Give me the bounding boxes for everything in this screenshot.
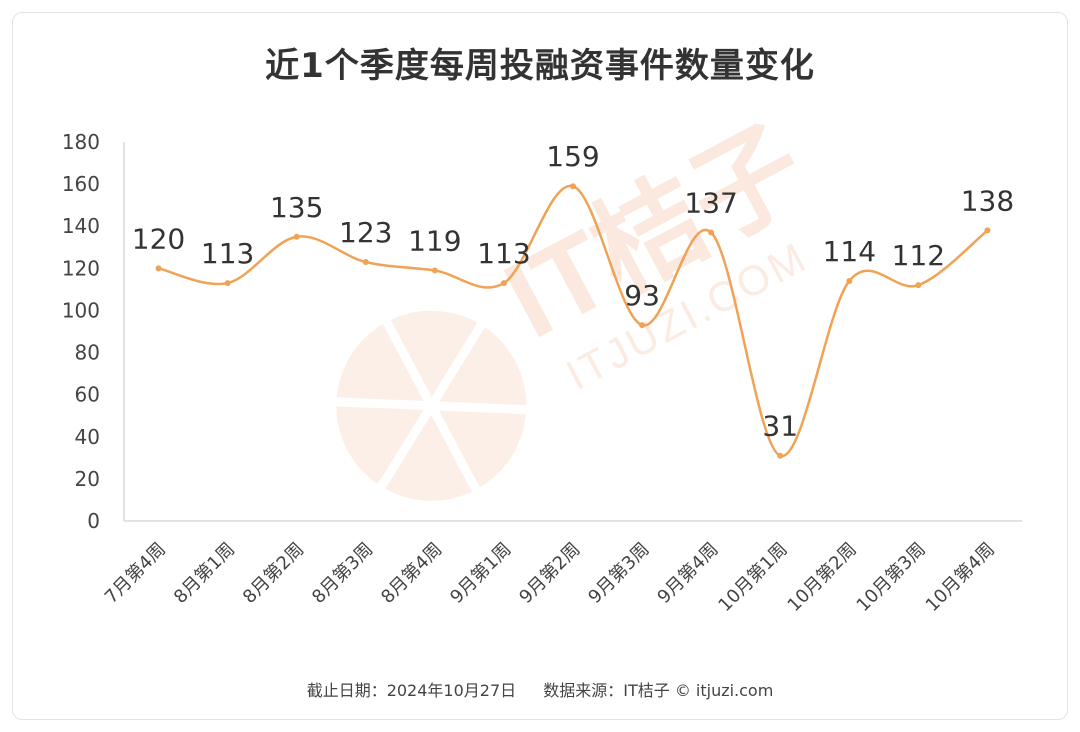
data-point <box>570 183 576 190</box>
y-tick-label: 100 <box>62 298 100 322</box>
data-label: 123 <box>339 216 392 249</box>
y-tick-label: 40 <box>75 425 100 449</box>
x-tick-label: 8月第2周 <box>239 539 308 608</box>
data-label: 119 <box>408 224 461 257</box>
x-tick-label: 10月第2周 <box>784 539 861 616</box>
x-tick-label: 9月第3周 <box>584 539 653 608</box>
data-point <box>500 280 507 287</box>
data-point <box>155 265 162 272</box>
data-label: 120 <box>132 222 185 255</box>
data-point <box>915 282 922 289</box>
x-tick-label: 9月第4周 <box>653 539 722 608</box>
chart-title: 近1个季度每周投融资事件数量变化 <box>265 46 815 86</box>
y-tick-label: 0 <box>87 509 100 533</box>
x-tick-label: 8月第3周 <box>308 539 377 608</box>
y-tick-label: 80 <box>75 341 100 365</box>
data-point <box>846 277 853 284</box>
data-point <box>362 259 369 266</box>
y-tick-label: 160 <box>62 172 100 196</box>
data-label: 113 <box>477 237 530 270</box>
y-tick-label: 120 <box>62 256 100 280</box>
x-tick-label: 10月第1周 <box>714 539 791 616</box>
footer-date: 截止日期：2024年10月27日 <box>306 681 517 700</box>
chart-card <box>12 12 1068 720</box>
x-tick-label: 10月第3周 <box>853 539 930 616</box>
footer-source: 数据来源：IT桔子 © itjuzi.com <box>543 681 774 700</box>
data-point <box>293 233 300 240</box>
data-label: 137 <box>684 187 737 220</box>
data-label: 93 <box>624 279 660 312</box>
x-tick-label: 10月第4周 <box>922 539 999 616</box>
data-label: 135 <box>270 191 323 224</box>
data-label: 112 <box>892 239 945 272</box>
x-tick-label: 8月第1周 <box>170 539 239 608</box>
data-label: 159 <box>546 140 599 173</box>
footer: 截止日期：2024年10月27日 数据来源：IT桔子 © itjuzi.com <box>0 677 1080 701</box>
x-tick-label: 8月第4周 <box>377 539 446 608</box>
data-point <box>777 452 784 459</box>
y-tick-label: 140 <box>62 214 100 238</box>
data-label: 113 <box>201 237 254 270</box>
data-label: 114 <box>823 235 876 268</box>
x-tick-label: 9月第2周 <box>515 539 584 608</box>
data-point <box>639 322 646 329</box>
series-line <box>158 184 989 457</box>
y-tick-label: 60 <box>75 383 100 407</box>
data-label: 138 <box>961 184 1014 217</box>
data-label: 31 <box>762 410 798 443</box>
y-tick-label: 20 <box>75 467 100 491</box>
y-tick-label: 180 <box>62 130 100 154</box>
data-point <box>984 227 991 234</box>
x-tick-label: 7月第4周 <box>101 539 170 608</box>
x-tick-label: 9月第1周 <box>446 539 515 608</box>
data-point <box>431 267 438 274</box>
data-point <box>224 280 231 287</box>
data-point <box>708 229 715 236</box>
